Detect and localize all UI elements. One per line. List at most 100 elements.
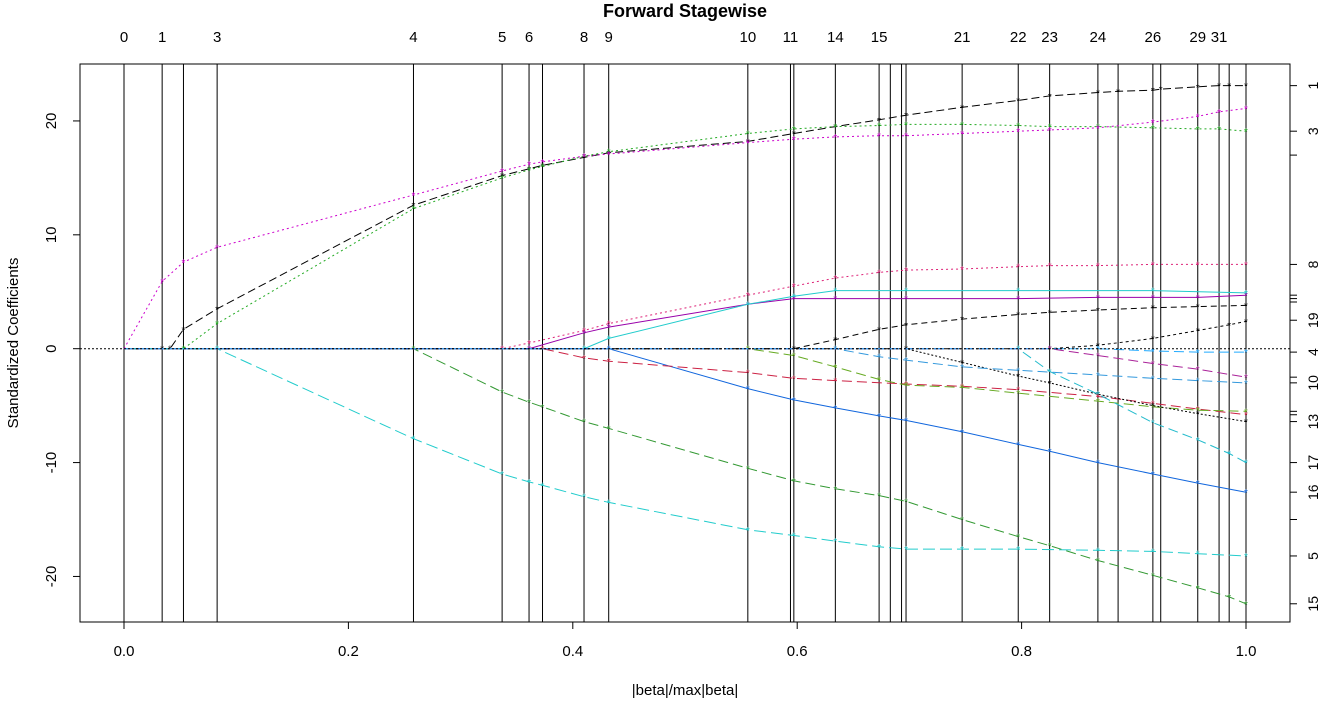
series-13-point-1: * xyxy=(904,345,908,356)
step-label-3: 3 xyxy=(213,29,221,46)
series-9-point-15: * xyxy=(1096,546,1100,557)
step-label-5: 5 xyxy=(498,29,506,46)
series-15-point-5: * xyxy=(1016,366,1020,377)
series-1-point-12: * xyxy=(877,121,881,132)
series-3-point-4: * xyxy=(607,320,611,331)
series-line-7 xyxy=(124,320,1247,350)
series-0-point-23: * xyxy=(1196,83,1200,94)
series-10-point-11: * xyxy=(904,497,908,508)
series-2-point-14: * xyxy=(904,132,908,143)
series-12-point-8: * xyxy=(1096,397,1100,408)
series-2-point-18: * xyxy=(1096,124,1100,135)
series-8-point-4: * xyxy=(833,404,837,415)
series-0-point-17: * xyxy=(1016,96,1020,107)
series-2-point-6: * xyxy=(527,160,531,171)
series-0-point-25: * xyxy=(1227,82,1231,93)
series-12-point-1: * xyxy=(746,345,750,356)
series-1-point-20: * xyxy=(1217,125,1221,136)
series-13-point-6: * xyxy=(1151,402,1155,413)
series-1-point-14: * xyxy=(960,120,964,131)
series-5-point-8: * xyxy=(1151,287,1155,298)
series-9-point-10: * xyxy=(833,537,837,548)
series-10-point-2: * xyxy=(500,388,504,399)
series-12-point-5: * xyxy=(904,381,908,392)
axes-layer xyxy=(73,63,1297,629)
series-10-point-14: * xyxy=(1048,542,1052,553)
series-line-13 xyxy=(124,348,1247,423)
series-11-point-9: * xyxy=(1016,386,1020,397)
step-label-0: 0 xyxy=(120,29,128,46)
series-12-point-3: * xyxy=(833,363,837,374)
series-line-6 xyxy=(124,304,1247,350)
series-12-point-10: * xyxy=(1196,406,1200,417)
right-label-4: 4 xyxy=(1305,348,1321,356)
series-0-point-3: * xyxy=(182,325,186,336)
step-label-9: 9 xyxy=(605,29,613,46)
series-layer: * * * * * * * * * * * * * * * * * * * * * * * * * * * * * * * * * * * * * * * *… xyxy=(123,82,1248,611)
series-8-point-5: * xyxy=(877,412,881,423)
series-10-point-8: * xyxy=(792,477,796,488)
series-1-point-1: * xyxy=(182,345,186,356)
series-16-point-3: * xyxy=(1151,359,1155,370)
series-3-point-16: * xyxy=(1244,260,1248,271)
series-10-point-15: * xyxy=(1096,557,1100,568)
series-5-point-9: * xyxy=(1244,289,1248,300)
series-14-point-3: * xyxy=(1096,390,1100,401)
series-2-point-3: * xyxy=(215,243,219,254)
series-3-point-6: * xyxy=(792,282,796,293)
series-12-point-11: * xyxy=(1244,407,1248,418)
series-16-point-1: * xyxy=(1048,345,1052,356)
series-line-1 xyxy=(124,123,1247,350)
series-15-point-1: * xyxy=(833,345,837,356)
series-10-point-1: * xyxy=(412,345,416,356)
series-line-4 xyxy=(124,294,1247,350)
series-1-point-18: * xyxy=(1151,124,1155,135)
step-label-15: 15 xyxy=(871,29,888,46)
series-2-point-8: * xyxy=(582,152,586,163)
series-6-point-8: * xyxy=(1096,306,1100,317)
series-14-point-2: * xyxy=(1048,367,1052,378)
series-12-point-4: * xyxy=(877,375,881,386)
step-label-21: 21 xyxy=(954,29,971,46)
series-9-point-2: * xyxy=(412,435,416,446)
series-1-point-10: * xyxy=(792,125,796,136)
series-line-0 xyxy=(124,85,1246,350)
series-2-point-5: * xyxy=(500,167,504,178)
series-8-point-2: * xyxy=(746,385,750,396)
series-15-point-7: * xyxy=(1151,374,1155,385)
step-label-10: 10 xyxy=(739,29,756,46)
series-4-point-9: * xyxy=(1096,293,1100,304)
step-label-26: 26 xyxy=(1145,29,1162,46)
series-2-point-15: * xyxy=(960,129,964,140)
x-tick-label-0: 0.0 xyxy=(114,643,135,660)
step-label-1: 1 xyxy=(158,29,166,46)
series-1-point-8: * xyxy=(607,148,611,159)
series-13-point-7: * xyxy=(1196,410,1200,421)
series-8-point-12: * xyxy=(1196,479,1200,490)
series-3-point-13: * xyxy=(1096,262,1100,273)
series-3-point-10: * xyxy=(960,265,964,276)
series-4-point-7: * xyxy=(904,295,908,306)
x-tick-label-1: 0.2 xyxy=(338,643,359,660)
series-13-point-8: * xyxy=(1244,418,1248,429)
series-9-point-12: * xyxy=(904,545,908,556)
series-line-3 xyxy=(124,263,1246,350)
step-label-4: 4 xyxy=(409,29,417,46)
series-3-point-3: * xyxy=(582,326,586,337)
step-label-14: 14 xyxy=(827,29,844,46)
x-tick-label-4: 0.8 xyxy=(1011,643,1032,660)
series-11-point-12: * xyxy=(1196,405,1200,416)
series-6-point-2: * xyxy=(833,336,837,347)
series-8-point-1: * xyxy=(607,345,611,356)
series-2-point-20: * xyxy=(1196,112,1200,123)
series-line-11 xyxy=(124,348,1247,416)
series-0-point-24: * xyxy=(1217,82,1221,93)
series-11-point-11: * xyxy=(1151,399,1155,410)
series-8-point-13: * xyxy=(1244,488,1248,499)
step-label-24: 24 xyxy=(1090,29,1107,46)
series-15-point-3: * xyxy=(904,356,908,367)
series-0-point-21: * xyxy=(1151,86,1155,97)
step-lines xyxy=(123,64,1247,622)
series-1-point-21: * xyxy=(1244,127,1248,138)
step-label-8: 8 xyxy=(580,29,588,46)
